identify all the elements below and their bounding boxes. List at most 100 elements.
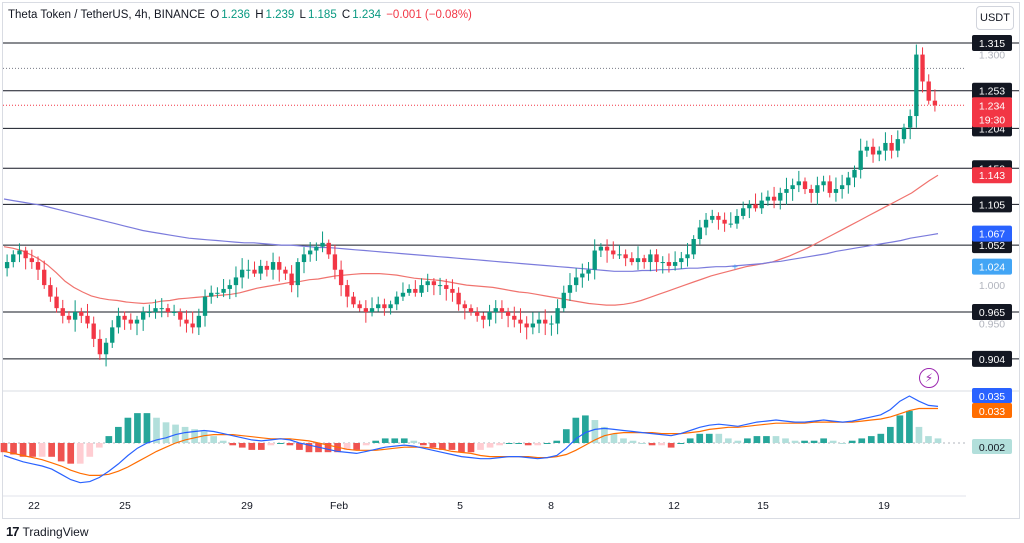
candle-body xyxy=(17,250,22,255)
candle-body xyxy=(778,192,783,201)
macd-histogram-bar xyxy=(648,443,656,446)
macd-histogram-bar xyxy=(305,443,313,453)
candle-body xyxy=(258,265,263,274)
macd-histogram-bar xyxy=(829,440,837,443)
candle-body xyxy=(642,258,647,263)
candle-body xyxy=(914,54,919,117)
candle-body xyxy=(883,142,888,151)
candle-body xyxy=(29,258,34,263)
macd-histogram-bar xyxy=(715,433,723,443)
level-label: 1.253 xyxy=(979,86,1005,98)
macd-histogram-bar xyxy=(372,440,380,443)
candle-body xyxy=(567,285,573,293)
candle-body xyxy=(703,219,709,228)
high-value: 1.239 xyxy=(265,9,295,21)
countdown-label: 19:30 xyxy=(979,114,1005,126)
candle-body xyxy=(716,215,721,220)
candle-body xyxy=(239,269,245,278)
candle-body xyxy=(345,285,350,297)
macd-histogram-bar xyxy=(10,443,17,455)
lightning-icon[interactable]: ⚡ xyxy=(919,368,939,388)
candle-body xyxy=(549,323,554,325)
level-badge xyxy=(972,196,1012,213)
macd-histogram-bar xyxy=(582,415,589,443)
macd-histogram-bar xyxy=(724,438,732,443)
candle-body xyxy=(629,258,634,263)
candle-body xyxy=(431,281,437,286)
symbol-title: Theta Token / TetherUS, 4h, BINANCE xyxy=(8,9,206,21)
macd-histogram-bar xyxy=(848,440,856,443)
macd-histogram-bar xyxy=(458,443,465,453)
ma-fast-line xyxy=(3,174,939,306)
candle-body xyxy=(660,262,665,264)
macd-signal-line xyxy=(3,407,938,476)
macd-histogram-bar xyxy=(505,443,513,444)
horizontal-levels xyxy=(3,42,1019,360)
macd-histogram-bar xyxy=(887,426,894,443)
macd-histogram-bar xyxy=(610,433,618,443)
candle-body xyxy=(110,327,115,343)
candle-body xyxy=(771,196,777,201)
candle-body xyxy=(264,265,270,270)
macd-histogram-bar xyxy=(858,438,866,443)
candle-body xyxy=(666,262,672,266)
macd-histogram-bar xyxy=(572,417,580,443)
macd-histogram-bar xyxy=(934,438,942,443)
candle-body xyxy=(116,315,121,328)
candle-body xyxy=(864,146,870,151)
macd-badge-label: 0.035 xyxy=(979,391,1005,403)
x-tick-label: 29 xyxy=(241,500,253,512)
candle-body xyxy=(672,262,678,266)
candle-body xyxy=(592,250,597,270)
macd-histogram-bar xyxy=(763,436,770,443)
candle-body xyxy=(710,215,715,220)
macd-histogram-bar xyxy=(486,443,494,448)
candle-body xyxy=(190,323,195,328)
candle-body xyxy=(171,312,177,313)
candle-body xyxy=(289,273,294,286)
level-label: 1.105 xyxy=(979,199,1005,211)
candle-body xyxy=(505,312,511,316)
moving-averages xyxy=(3,174,939,306)
macd-histogram-bar xyxy=(448,443,456,450)
macd-histogram-bar xyxy=(620,438,627,443)
level-label: 1.315 xyxy=(979,38,1005,50)
candle-body xyxy=(858,150,863,170)
close-value: 1.234 xyxy=(352,9,382,21)
macd-histogram-bar xyxy=(343,443,351,450)
macd-histogram-bar xyxy=(791,440,799,443)
candle-body xyxy=(802,181,808,190)
candle-body xyxy=(852,169,857,178)
macd-histogram-bar xyxy=(686,438,694,443)
macd-histogram-bar xyxy=(19,443,27,457)
candle-body xyxy=(734,215,740,224)
macd-histogram-bar xyxy=(353,443,360,450)
currency-button[interactable]: USDT xyxy=(976,6,1014,30)
level-label: 1.052 xyxy=(979,240,1005,252)
macd-histogram-bar xyxy=(524,443,532,446)
macd-histogram-bar xyxy=(553,440,561,443)
x-tick-label: 12 xyxy=(668,500,680,512)
candle-body xyxy=(369,308,375,312)
indicator-badge: 1.067 xyxy=(979,229,1005,241)
macd-pane xyxy=(0,395,966,484)
candle-body xyxy=(314,246,319,251)
x-tick-label: 19 xyxy=(878,500,890,512)
low-label: L xyxy=(299,9,306,21)
macd-histogram-bar xyxy=(324,443,332,453)
candle-body xyxy=(654,254,659,263)
candle-body xyxy=(611,250,616,255)
candle-body xyxy=(159,308,164,310)
y-tick-label: 1.300 xyxy=(979,50,1005,62)
macd-histogram-bar xyxy=(896,415,904,443)
candle-body xyxy=(270,262,276,270)
candle-body xyxy=(184,319,189,324)
candle-body xyxy=(363,308,369,312)
candle-body xyxy=(394,296,399,305)
candle-body xyxy=(406,288,412,293)
macd-histogram-bar xyxy=(744,438,751,443)
macd-histogram-bar xyxy=(219,440,227,443)
candle-body xyxy=(419,285,424,293)
candle-body xyxy=(635,258,641,263)
